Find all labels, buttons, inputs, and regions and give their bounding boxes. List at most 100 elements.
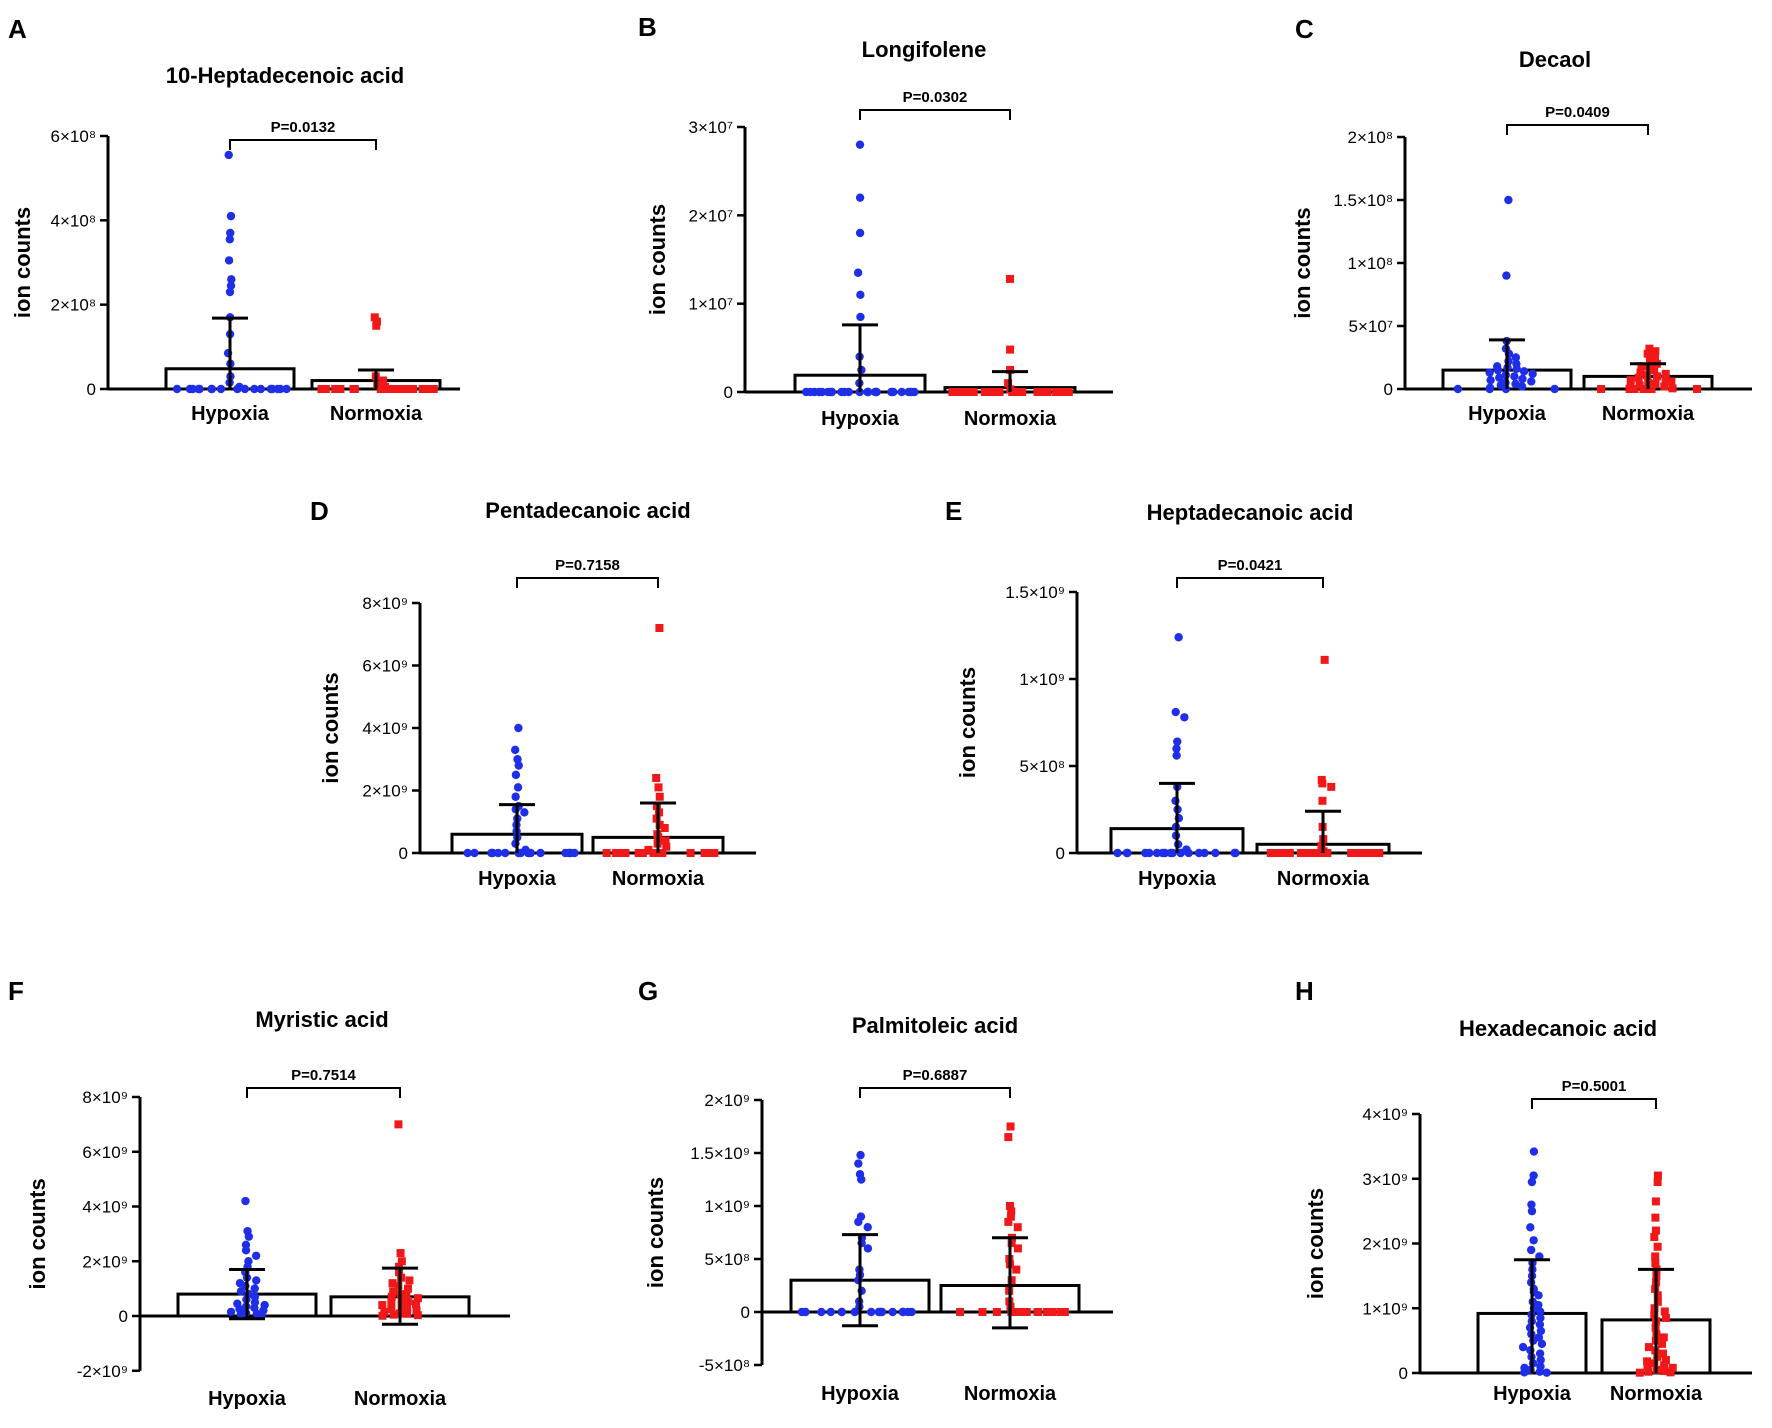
y-tick-label-d-0: 0 xyxy=(399,844,408,863)
point-h-hypoxia-40 xyxy=(1520,1368,1529,1377)
y-tick-label-c-0: 0 xyxy=(1384,380,1393,399)
point-a-hypoxia-22 xyxy=(172,384,182,394)
y-tick-label-e-3: 1.5×10⁹ xyxy=(1005,583,1065,602)
y-axis-label-b: ion counts xyxy=(645,204,670,315)
point-g-hypoxia-31 xyxy=(877,1307,887,1317)
point-d-normoxia-23 xyxy=(602,849,611,857)
y-tick-label-f-0: -2×10⁹ xyxy=(77,1362,128,1381)
point-g-hypoxia-20 xyxy=(850,1307,860,1317)
point-a-normoxia-25 xyxy=(429,385,438,393)
point-b-normoxia-22 xyxy=(1052,388,1061,396)
point-h-normoxia-31 xyxy=(1650,1359,1659,1368)
panel-title-g: Palmitoleic acid xyxy=(852,1013,1018,1038)
point-d-hypoxia-28 xyxy=(570,848,579,858)
point-d-normoxia-27 xyxy=(686,849,695,857)
point-h-hypoxia-1 xyxy=(1529,1171,1538,1180)
point-b-hypoxia-15 xyxy=(904,387,913,397)
point-f-normoxia-8 xyxy=(394,1281,403,1290)
point-b-normoxia-19 xyxy=(969,388,978,396)
panel-letter-c: C xyxy=(1295,14,1314,44)
point-d-normoxia-8 xyxy=(660,824,669,832)
point-h-normoxia-18 xyxy=(1661,1313,1670,1322)
point-f-normoxia-26 xyxy=(403,1309,412,1318)
point-g-hypoxia-24 xyxy=(837,1307,846,1317)
point-h-hypoxia-29 xyxy=(1537,1339,1547,1349)
point-h-hypoxia-25 xyxy=(1536,1326,1546,1336)
significance-bracket-h xyxy=(1531,1098,1657,1109)
point-a-normoxia-12 xyxy=(392,385,401,393)
x-label-f-normoxia: Normoxia xyxy=(354,1388,447,1410)
point-b-hypoxia-28 xyxy=(897,387,906,397)
point-h-normoxia-0 xyxy=(1653,1171,1662,1180)
p-value-g: P=0.6887 xyxy=(903,1067,968,1084)
point-g-normoxia-29 xyxy=(956,1308,965,1316)
point-a-hypoxia-31 xyxy=(233,384,242,394)
panel-letter-f: F xyxy=(8,976,24,1006)
point-e-normoxia-23 xyxy=(1279,849,1288,857)
point-e-hypoxia-5 xyxy=(1172,751,1181,760)
point-c-normoxia-2 xyxy=(1643,349,1652,358)
point-e-normoxia-4 xyxy=(1318,796,1327,805)
point-g-hypoxia-29 xyxy=(888,1307,897,1317)
point-d-hypoxia-22 xyxy=(487,848,496,858)
point-d-hypoxia-27 xyxy=(463,848,472,858)
panel-letter-d: D xyxy=(310,496,329,526)
point-b-hypoxia-4 xyxy=(856,290,865,300)
point-h-hypoxia-0 xyxy=(1529,1147,1539,1156)
point-c-normoxia-8 xyxy=(1650,366,1659,375)
point-a-hypoxia-29 xyxy=(188,384,197,394)
point-c-hypoxia-12 xyxy=(1519,367,1529,376)
point-e-hypoxia-27 xyxy=(1145,848,1154,858)
y-tick-label-d-2: 4×10⁹ xyxy=(362,719,408,738)
point-h-normoxia-16 xyxy=(1660,1307,1669,1316)
y-tick-label-h-0: 0 xyxy=(1399,1364,1408,1383)
point-f-hypoxia-4 xyxy=(241,1246,251,1255)
point-b-normoxia-23 xyxy=(995,388,1004,396)
point-a-normoxia-24 xyxy=(331,385,340,393)
point-a-hypoxia-0 xyxy=(224,150,233,160)
point-h-hypoxia-3 xyxy=(1527,1200,1536,1209)
point-c-normoxia-4 xyxy=(1645,357,1654,366)
point-h-normoxia-4 xyxy=(1651,1226,1660,1235)
point-d-hypoxia-6 xyxy=(511,792,520,801)
point-a-hypoxia-4 xyxy=(224,256,234,265)
point-e-hypoxia-30 xyxy=(1158,848,1167,858)
point-b-hypoxia-2 xyxy=(855,228,865,238)
point-f-normoxia-1 xyxy=(396,1249,405,1258)
y-tick-label-g-1: 0 xyxy=(741,1303,750,1322)
point-c-normoxia-14 xyxy=(1661,374,1670,383)
point-f-normoxia-22 xyxy=(387,1305,396,1314)
panel-a: A 10-Heptadecenoic acid 0 2×10⁸ 4×10⁸ 6×10⁸ io… xyxy=(8,14,460,425)
y-tick-label-a-1: 2×10⁸ xyxy=(51,296,96,315)
point-e-normoxia-24 xyxy=(1309,849,1318,857)
point-d-normoxia-2 xyxy=(654,783,663,792)
point-a-normoxia-29 xyxy=(401,385,410,393)
panel-d: D Pentadecanoic acid 0 2×10⁹ 4×10⁹ 6×10⁹ 8×10⁹… xyxy=(310,496,756,890)
point-e-normoxia-17 xyxy=(1366,849,1375,857)
point-f-normoxia-16 xyxy=(403,1296,412,1305)
panel-letter-g: G xyxy=(638,976,658,1006)
x-label-c-hypoxia: Hypoxia xyxy=(1468,403,1547,425)
point-a-hypoxia-1 xyxy=(226,211,236,221)
point-d-normoxia-28 xyxy=(617,849,626,857)
y-tick-label-b-3: 3×10⁷ xyxy=(689,118,733,137)
point-c-hypoxia-26 xyxy=(1485,384,1494,394)
point-h-normoxia-27 xyxy=(1658,1349,1667,1358)
y-tick-label-e-0: 0 xyxy=(1056,844,1065,863)
point-d-normoxia-16 xyxy=(649,849,658,857)
point-b-normoxia-26 xyxy=(949,388,958,396)
point-a-hypoxia-30 xyxy=(207,384,217,394)
point-f-normoxia-12 xyxy=(402,1291,411,1300)
point-h-hypoxia-21 xyxy=(1536,1313,1545,1323)
point-d-normoxia-31 xyxy=(704,849,713,857)
point-b-hypoxia-3 xyxy=(853,268,863,277)
point-a-hypoxia-26 xyxy=(256,384,266,394)
point-h-hypoxia-7 xyxy=(1526,1245,1536,1255)
point-h-normoxia-30 xyxy=(1643,1357,1652,1366)
point-g-normoxia-28 xyxy=(1033,1308,1042,1316)
point-b-normoxia-28 xyxy=(1008,388,1017,396)
y-tick-label-f-2: 2×10⁹ xyxy=(82,1252,128,1271)
point-d-hypoxia-31 xyxy=(524,848,533,858)
significance-bracket-f xyxy=(246,1087,401,1098)
panel-title-a: 10-Heptadecenoic acid xyxy=(166,63,404,88)
